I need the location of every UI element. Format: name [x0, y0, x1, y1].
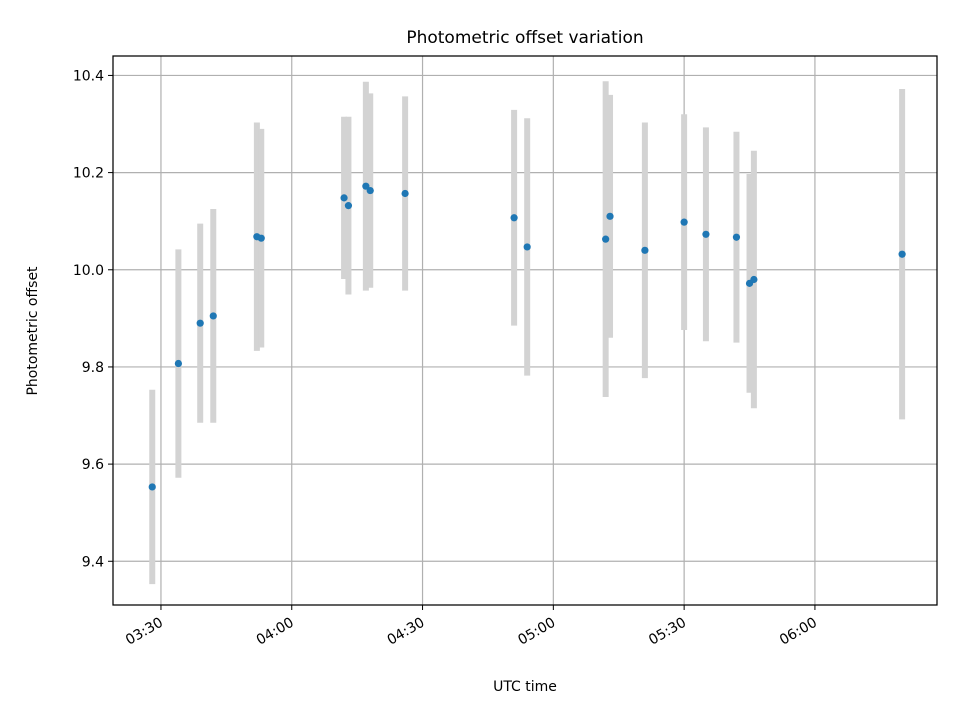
- y-tick-label: 10.4: [73, 68, 104, 84]
- data-point: [702, 230, 710, 238]
- data-point: [148, 483, 156, 491]
- data-point: [366, 186, 374, 195]
- data-point: [523, 243, 531, 251]
- data-point: [732, 233, 741, 241]
- x-axis-label: UTC time: [493, 679, 557, 695]
- plot-area-frame: [112, 55, 938, 606]
- data-point: [340, 194, 348, 202]
- y-tick-label: 9.8: [82, 360, 104, 376]
- error-bars: [149, 81, 906, 585]
- data-point: [510, 214, 518, 222]
- data-point: [174, 359, 182, 368]
- data-point: [898, 250, 906, 258]
- x-tick-label: 04:00: [254, 615, 297, 649]
- y-tick-label: 9.4: [82, 554, 104, 570]
- x-tick-label: 04:30: [385, 615, 428, 649]
- data-point: [750, 275, 758, 284]
- data-point: [606, 212, 614, 220]
- y-axis-ticks: 9.4 9.6 9.8 10.0 10.2 10.4: [73, 68, 113, 570]
- data-point: [602, 235, 610, 243]
- data-point: [362, 182, 370, 190]
- x-axis-ticks: 03:30 04:00 04:30 05:00 05:30 06:00: [123, 605, 820, 649]
- data-point: [680, 218, 688, 226]
- data-point: [257, 234, 265, 242]
- x-tick-label: 06:00: [777, 615, 820, 649]
- data-point: [344, 202, 353, 210]
- y-tick-label: 10.2: [73, 166, 104, 182]
- chart-title: Photometric offset variation: [406, 28, 643, 48]
- x-tick-label: 05:00: [515, 615, 558, 649]
- x-tick-label: 05:30: [646, 615, 689, 649]
- x-tick-label: 03:30: [123, 615, 166, 649]
- data-point: [196, 319, 204, 327]
- data-point: [641, 246, 649, 254]
- y-tick-label: 9.6: [82, 457, 104, 473]
- data-point: [401, 189, 409, 198]
- y-tick-label: 10.0: [73, 263, 104, 279]
- data-point: [209, 312, 217, 320]
- data-points: [148, 182, 906, 491]
- y-axis-label: Photometric offset: [25, 266, 41, 396]
